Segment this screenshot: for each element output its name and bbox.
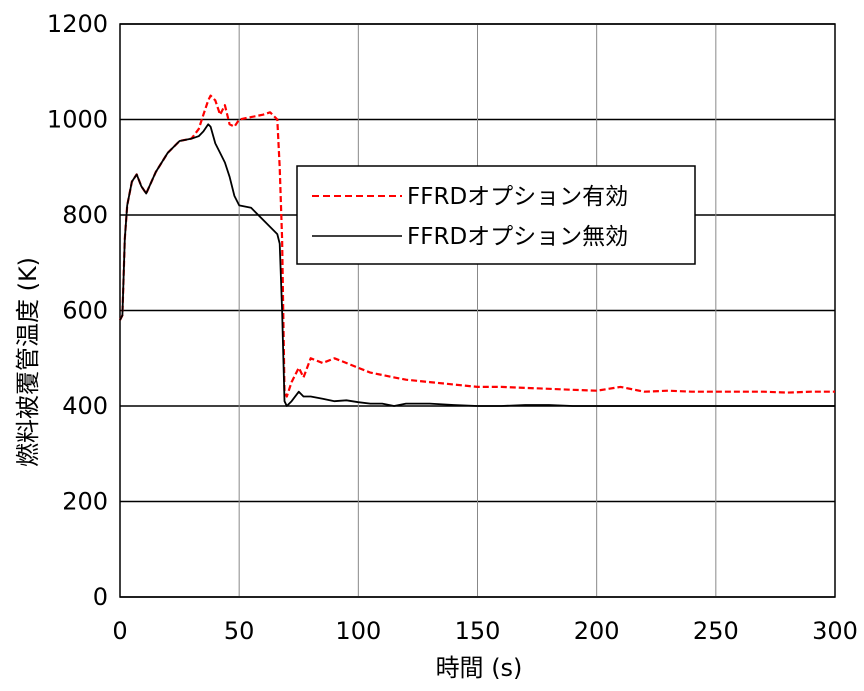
y-tick-label: 600 [62, 297, 108, 325]
x-tick-label: 50 [224, 617, 255, 645]
x-tick-label: 200 [574, 617, 620, 645]
x-axis-title: 時間 (s) [436, 654, 523, 682]
x-tick-label: 250 [693, 617, 739, 645]
y-tick-label: 200 [62, 488, 108, 516]
x-tick-label: 0 [112, 617, 127, 645]
y-tick-label: 800 [62, 201, 108, 229]
x-tick-label: 100 [335, 617, 381, 645]
plot-area-frame [119, 23, 836, 598]
y-tick-label: 1000 [47, 106, 108, 134]
gridlines [119, 23, 836, 598]
legend-box [296, 165, 696, 265]
y-axis-title: 燃料被覆管温度 (K) [14, 257, 42, 467]
y-tick-label: 400 [62, 392, 108, 420]
legend-label-series-1: FFRDオプション有効 [407, 184, 628, 210]
y-axis-ticks: 0 200 400 600 800 1000 1200 [47, 10, 108, 611]
x-axis-ticks: 0 50 100 150 200 250 300 [112, 617, 858, 645]
y-tick-label: 1200 [47, 10, 108, 38]
legend: FFRDオプション有効 FFRDオプション無効 [296, 165, 696, 265]
series-layer [119, 94, 835, 407]
x-tick-label: 150 [455, 617, 501, 645]
series-line-2 [119, 123, 835, 407]
x-tick-label: 300 [812, 617, 858, 645]
legend-label-series-2: FFRDオプション無効 [407, 224, 628, 250]
y-tick-label: 0 [93, 583, 108, 611]
